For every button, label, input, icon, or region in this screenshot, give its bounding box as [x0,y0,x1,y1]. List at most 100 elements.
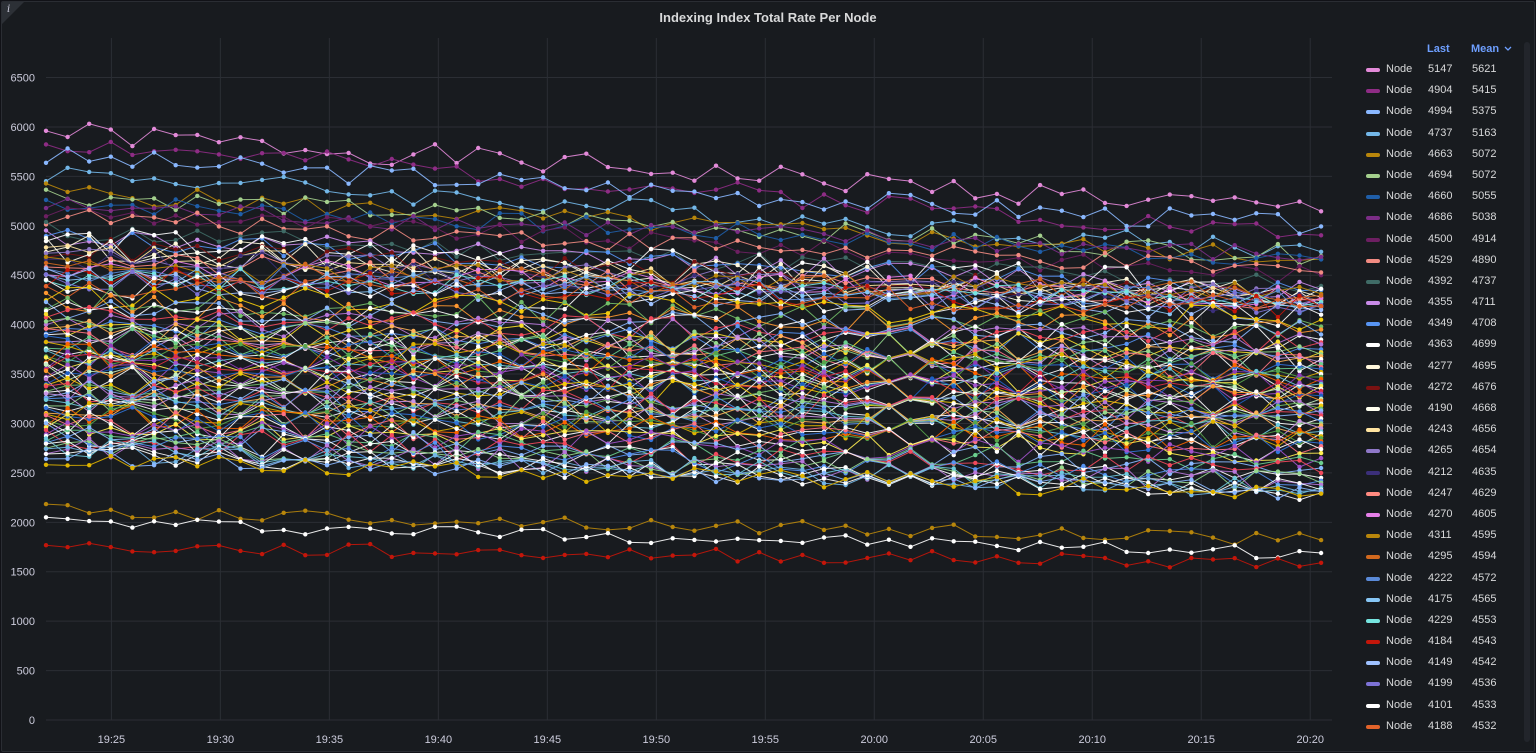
data-point [821,299,827,304]
data-point [346,198,351,203]
data-point [800,353,805,358]
data-point [865,395,870,400]
data-point [778,311,783,316]
data-point [1232,363,1237,368]
data-point [87,266,92,272]
data-point [605,363,611,368]
data-point [432,356,438,361]
data-point [1124,223,1129,229]
data-point [1318,270,1324,275]
data-point [627,292,632,297]
data-point [605,189,611,194]
data-point [1167,340,1173,346]
data-point [1081,345,1086,350]
data-point [973,328,978,334]
data-point [1146,213,1151,219]
data-point [151,215,157,220]
data-point [821,295,827,301]
data-point [87,261,92,266]
data-point [778,431,783,437]
data-point [476,226,481,231]
data-point [951,307,956,313]
data-point [1081,325,1086,330]
data-point [497,211,502,216]
data-point [1210,285,1216,290]
data-point [324,242,330,248]
data-point [1232,347,1237,352]
data-point [973,403,978,408]
data-point [411,369,416,374]
data-point [389,371,394,376]
data-point [497,326,502,331]
data-point [929,253,935,258]
data-point [108,322,114,328]
data-point [778,403,783,409]
data-point [173,421,178,427]
data-point [605,415,611,421]
data-point [648,275,654,280]
data-point [216,212,222,218]
data-point [238,247,243,253]
data-point [519,259,524,264]
data-point [973,284,978,289]
data-point [994,396,1000,402]
data-point [281,150,286,156]
data-point [1146,306,1151,312]
data-point [324,305,330,310]
data-point [346,418,351,423]
data-point [173,259,178,264]
data-point [43,348,49,353]
data-point [951,244,956,249]
data-point [843,276,848,282]
data-point [389,286,394,292]
data-point [87,304,92,310]
x-tick-label: 20:20 [1296,734,1324,746]
data-point [346,290,351,296]
data-point [454,293,459,298]
data-point [994,341,1000,347]
data-point [65,362,70,367]
data-point [865,228,870,233]
data-point [432,335,438,340]
data-point [757,265,762,270]
data-point [1016,302,1021,308]
data-point [1189,316,1194,321]
data-point [130,202,135,208]
data-point [1167,311,1173,317]
data-point [195,325,200,330]
data-point [43,272,49,277]
data-point [173,317,178,322]
data-point [65,281,70,286]
data-point [1081,241,1086,247]
data-point [108,358,114,363]
data-point [843,295,848,300]
data-point [627,167,632,172]
data-point [454,386,459,391]
data-point [1297,427,1302,432]
data-point [368,286,373,291]
data-point [108,220,114,226]
data-point [1275,439,1281,444]
data-point [324,380,330,385]
data-point [303,165,308,171]
data-point [43,312,49,317]
data-point [1275,251,1281,256]
data-point [540,328,546,333]
data-point [1016,266,1021,271]
data-point [1232,413,1237,418]
data-point [605,296,611,302]
data-point [1146,224,1151,229]
data-point [1232,434,1237,440]
data-point [1189,269,1194,275]
data-point [800,423,805,428]
data-point [605,317,611,323]
data-point [562,260,567,266]
data-point [1232,325,1237,330]
data-point [519,380,524,385]
data-point [1275,241,1281,247]
data-point [908,239,913,244]
data-point [929,226,935,231]
data-point [238,291,243,296]
panel-title[interactable]: Indexing Index Total Rate Per Node [659,10,877,25]
data-point [1037,383,1043,388]
